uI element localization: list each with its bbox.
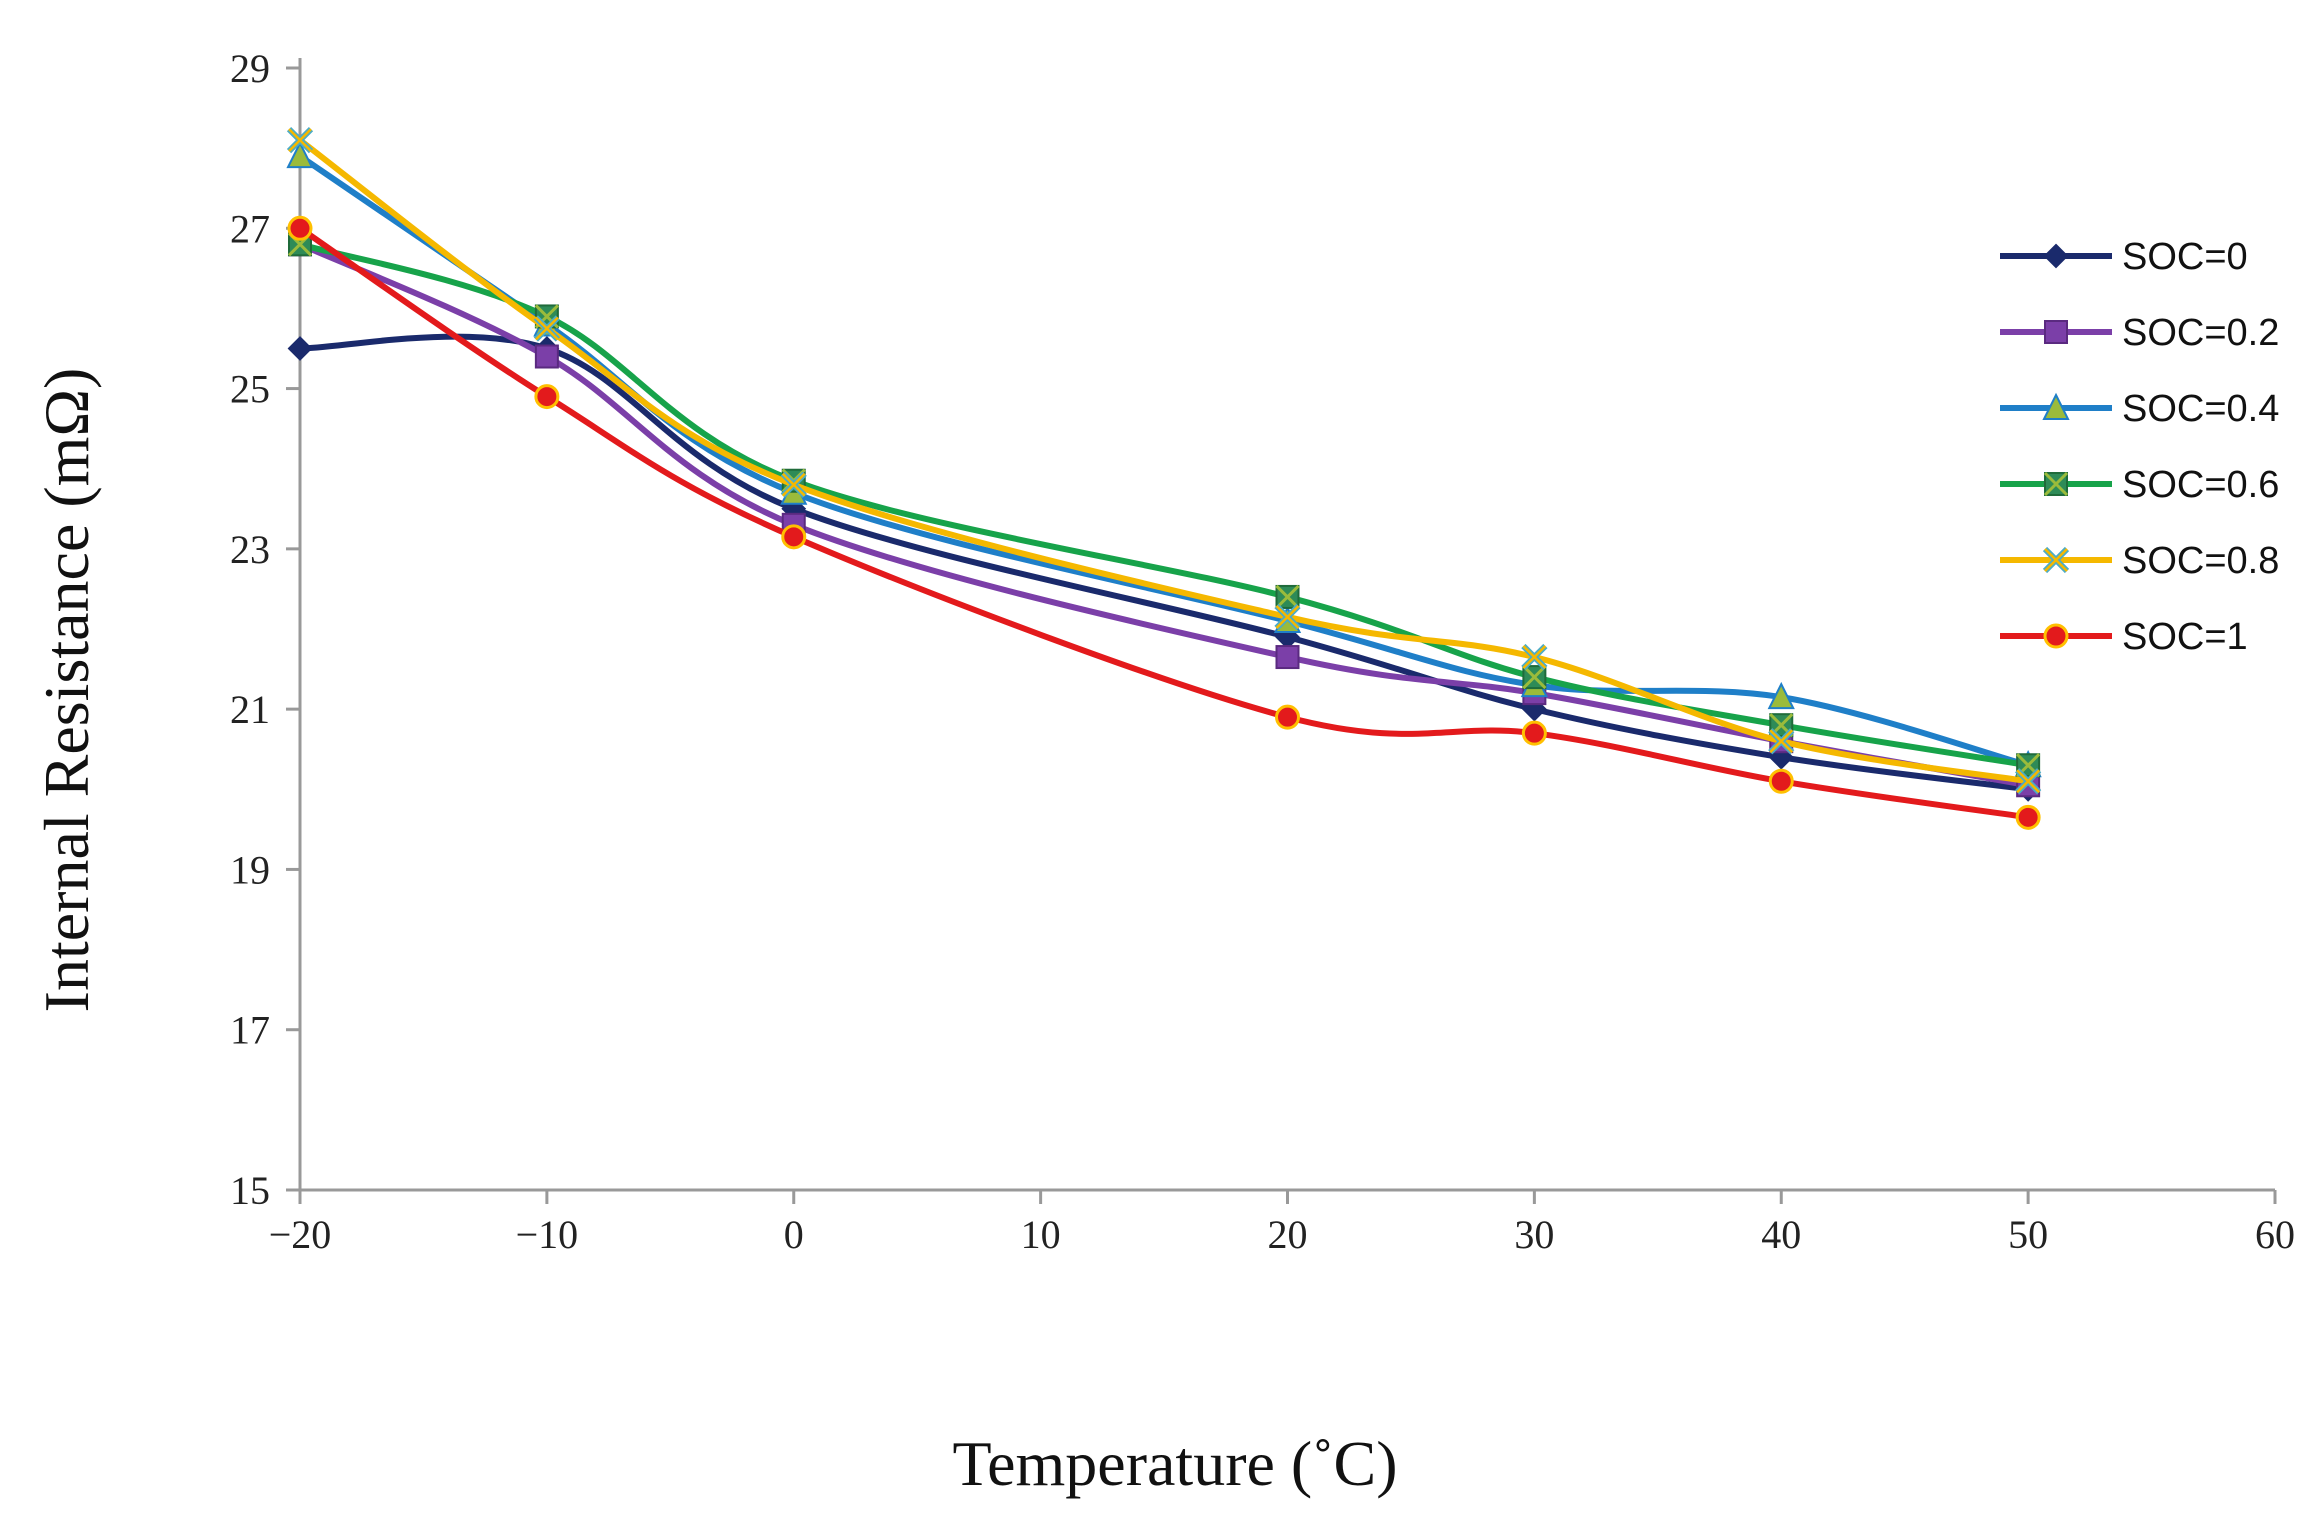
data-point-marker <box>781 524 807 550</box>
data-point-marker <box>287 215 313 241</box>
y-tick-label: 19 <box>230 847 270 892</box>
legend: SOC=0 SOC=0.2 SOC=0.4 SOC=0.6 SOC=0.8 SOC=1 <box>2000 236 2279 658</box>
data-point-marker-inner <box>534 316 559 341</box>
y-tick-label: 27 <box>230 206 270 251</box>
data-point-marker <box>1521 720 1547 746</box>
x-tick-label: 60 <box>2255 1212 2295 1257</box>
data-point-marker <box>1275 704 1300 730</box>
series-line <box>297 153 2032 769</box>
x-tick-label: 20 <box>1268 1212 1308 1257</box>
y-tick-label: 21 <box>230 687 270 732</box>
x-tick-label: 0 <box>784 1212 804 1257</box>
x-tick-label: 50 <box>2008 1212 2048 1257</box>
y-tick-label: 25 <box>230 367 270 412</box>
data-point-marker-inner <box>1769 729 1794 754</box>
series-line <box>297 241 2032 769</box>
x-tick-label: −20 <box>269 1212 332 1257</box>
data-point-marker-inner <box>288 128 312 153</box>
data-point-marker-inner <box>2016 769 2041 794</box>
legend-marker-inner <box>2044 548 2068 572</box>
legend-item: SOC=0.2 <box>2000 312 2279 354</box>
data-point-marker-inner <box>1275 605 1300 629</box>
series-soc-1 <box>287 215 2041 830</box>
legend-item: SOC=0.4 <box>2000 388 2279 430</box>
data-point-marker <box>1275 645 1300 670</box>
legend-marker <box>2043 243 2069 269</box>
legend-label: SOC=0 <box>2122 236 2248 278</box>
data-point-marker <box>534 384 560 410</box>
y-tick-label: 15 <box>230 1168 270 1213</box>
x-tick-label: 30 <box>1514 1212 1554 1257</box>
data-point-marker <box>1767 681 1795 710</box>
data-point-marker <box>286 140 314 169</box>
data-point-marker <box>1768 768 1794 794</box>
series-lines <box>286 127 2042 830</box>
axes: 15 17 19 21 23 25 27 29 −20 −10 0 10 20 30 40 50 60 <box>230 46 2295 1257</box>
x-axis-title: Temperature (˚C) <box>952 1428 1397 1499</box>
data-point-marker-cross <box>1522 665 1547 690</box>
legend-marker-cross <box>2043 471 2069 497</box>
x-tick-label: 10 <box>1021 1212 1061 1257</box>
series-line <box>297 225 2032 821</box>
data-point-marker-cross <box>1275 584 1300 610</box>
legend-marker <box>2042 392 2070 420</box>
data-point-marker-inner <box>781 472 806 497</box>
y-tick-label: 17 <box>230 1008 270 1053</box>
legend-marker <box>2044 320 2068 344</box>
data-point-marker-inner <box>1522 645 1547 669</box>
data-point-marker <box>287 336 313 361</box>
data-point-marker <box>2015 804 2041 830</box>
legend-marker <box>2043 623 2069 649</box>
series-line <box>297 137 2032 785</box>
series-soc-0-8 <box>286 127 2042 795</box>
legend-item: SOC=1 <box>2000 616 2248 658</box>
x-tick-label: −10 <box>516 1212 579 1257</box>
y-tick-label: 23 <box>230 527 270 572</box>
data-point-marker <box>534 344 559 369</box>
legend-label: SOC=0.2 <box>2122 312 2279 354</box>
legend-label: SOC=1 <box>2122 616 2248 658</box>
legend-label: SOC=0.6 <box>2122 464 2279 506</box>
y-tick-label: 29 <box>230 46 270 91</box>
y-axis-title: Internal Resistance (mΩ) <box>31 368 102 1013</box>
legend-item: SOC=0.8 <box>2000 540 2279 582</box>
legend-item: SOC=0 <box>2000 236 2248 278</box>
legend-item: SOC=0.6 <box>2000 464 2279 506</box>
x-tick-label: 40 <box>1761 1212 1801 1257</box>
legend-label: SOC=0.4 <box>2122 388 2279 430</box>
legend-label: SOC=0.8 <box>2122 540 2279 582</box>
